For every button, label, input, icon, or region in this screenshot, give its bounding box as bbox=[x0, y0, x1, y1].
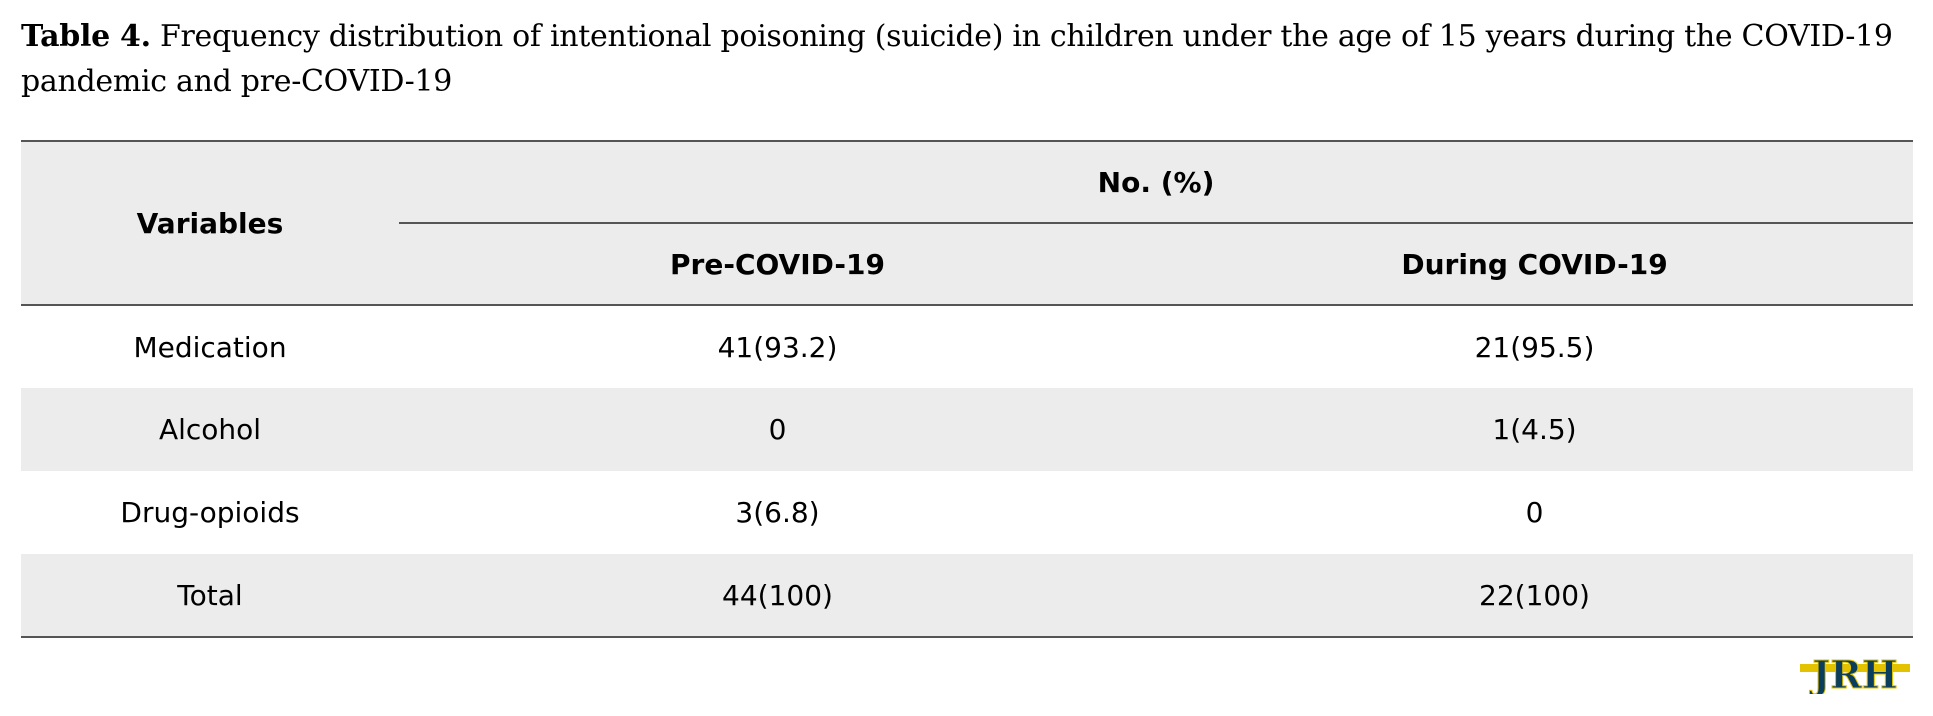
table-row: Alcohol 0 1(4.5) bbox=[21, 388, 1914, 471]
row-variable: Drug-opioids bbox=[120, 496, 300, 529]
logo-accent-band bbox=[1800, 664, 1910, 672]
table-caption-label: Table 4. bbox=[21, 19, 151, 54]
jrh-logo: JRH bbox=[1800, 654, 1910, 694]
header-pre-covid: Pre-COVID-19 bbox=[399, 223, 1156, 306]
table-caption: Table 4. Frequency distribution of inten… bbox=[21, 14, 1916, 104]
table-row: Total 44(100) 22(100) bbox=[21, 554, 1914, 638]
row-during-value: 0 bbox=[1525, 496, 1544, 529]
row-during-value: 1(4.5) bbox=[1156, 388, 1914, 471]
row-variable: Alcohol bbox=[21, 388, 399, 471]
header-variables: Variables bbox=[21, 140, 399, 306]
header-group-no-percent: No. (%) bbox=[399, 140, 1914, 224]
table-caption-text: Frequency distribution of intentional po… bbox=[21, 19, 1893, 99]
row-variable: Medication bbox=[133, 330, 287, 364]
frequency-table: Variables No. (%) Pre-COVID-19 During CO… bbox=[21, 140, 1914, 638]
row-during-value: 22(100) bbox=[1156, 554, 1914, 638]
row-pre-value: 41(93.2) bbox=[717, 330, 838, 364]
header-during-covid: During COVID-19 bbox=[1156, 223, 1914, 306]
row-pre-value: 44(100) bbox=[399, 554, 1156, 638]
table-row: Drug-opioids 3(6.8) 0 bbox=[21, 471, 1913, 554]
row-during-value: 21(95.5) bbox=[1474, 330, 1595, 364]
table-header: Variables No. (%) Pre-COVID-19 During CO… bbox=[21, 140, 1914, 306]
table-row: Medication 41(93.2) 21(95.5) bbox=[21, 305, 1913, 388]
row-pre-value: 3(6.8) bbox=[735, 496, 820, 529]
row-pre-value: 0 bbox=[399, 388, 1156, 471]
logo-text: JRH bbox=[1809, 654, 1897, 694]
row-variable: Total bbox=[21, 554, 399, 638]
table-body: Medication 41(93.2) 21(95.5) Alcohol 0 1… bbox=[21, 305, 1914, 638]
